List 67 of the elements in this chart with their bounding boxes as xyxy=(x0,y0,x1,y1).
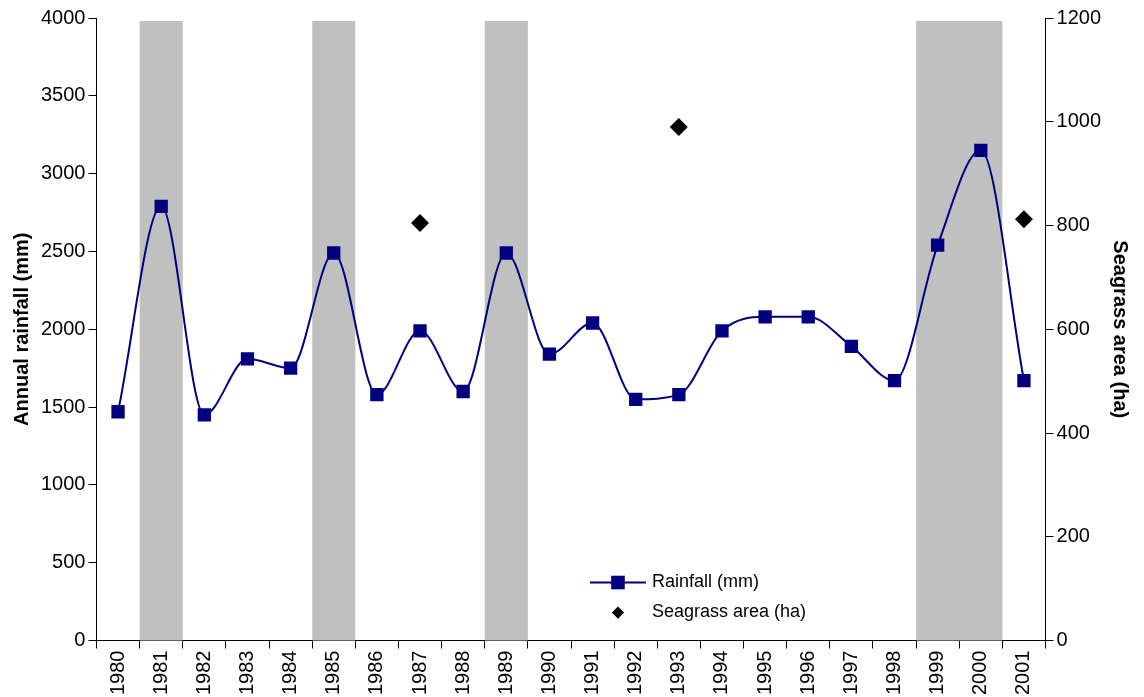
x-tick-label: 1980 xyxy=(105,650,128,696)
point xyxy=(370,387,384,402)
point xyxy=(499,246,513,260)
point xyxy=(283,361,298,375)
point xyxy=(669,117,688,136)
point xyxy=(585,316,600,330)
x-tick-label: 1993 xyxy=(666,650,689,696)
y-tick-label: 2500 xyxy=(40,238,86,261)
x-tick-label: 1996 xyxy=(795,650,818,696)
y-tick-label: 3500 xyxy=(40,83,86,106)
x-tick-label: 1991 xyxy=(580,650,603,696)
point xyxy=(1017,373,1031,388)
x-tick-label: 1986 xyxy=(364,650,387,696)
y-tick-label: 0 xyxy=(74,628,86,651)
y2-tick-label: 600 xyxy=(1056,316,1090,339)
x-tick-label: 1989 xyxy=(493,650,516,696)
point xyxy=(801,310,815,324)
x-tick-label: 1988 xyxy=(450,650,473,696)
y2-tick-label: 800 xyxy=(1056,213,1090,236)
y-tick-label: 4000 xyxy=(40,5,86,28)
y2-tick-label: 400 xyxy=(1056,420,1090,443)
legend-label: Seagrass area (ha) xyxy=(651,601,807,622)
y-axis-title: Annual rainfall (mm) xyxy=(9,232,32,426)
point xyxy=(931,238,945,252)
point xyxy=(111,405,125,419)
x-tick-label: 1992 xyxy=(623,650,646,696)
y2-tick-label: 200 xyxy=(1056,524,1090,547)
x-tick-label: 1985 xyxy=(321,650,344,696)
x-tick-label: 1983 xyxy=(234,650,257,696)
point xyxy=(758,310,772,324)
point xyxy=(542,347,557,361)
point xyxy=(413,324,427,338)
point xyxy=(672,387,686,402)
point xyxy=(715,324,729,338)
point xyxy=(240,352,255,366)
x-tick-label: 1995 xyxy=(752,650,775,696)
legend-label: Rainfall (mm) xyxy=(651,571,759,592)
x-tick-label: 1987 xyxy=(407,650,430,696)
x-tick-label: 1999 xyxy=(925,650,948,696)
y2-tick-label: 0 xyxy=(1056,628,1068,651)
point xyxy=(629,392,643,406)
point xyxy=(411,213,430,232)
point xyxy=(1014,210,1033,229)
x-tick-label: 2000 xyxy=(968,650,991,696)
x-tick-label: 1984 xyxy=(278,650,301,696)
x-tick-label: 1982 xyxy=(191,650,214,696)
point xyxy=(456,384,470,399)
point xyxy=(197,408,211,422)
y-tick-label: 1000 xyxy=(40,472,86,495)
x-tick-label: 1997 xyxy=(838,650,861,696)
point xyxy=(154,199,168,213)
x-tick-label: 1998 xyxy=(882,650,905,696)
y2-tick-label: 1000 xyxy=(1056,109,1102,132)
x-tick-label: 1981 xyxy=(148,650,171,696)
x-tick-label: 1994 xyxy=(709,650,732,696)
point xyxy=(974,143,988,157)
y-tick-label: 1500 xyxy=(40,394,86,417)
point xyxy=(844,339,859,354)
y2-tick-label: 1200 xyxy=(1056,5,1102,28)
point xyxy=(887,373,902,388)
x-tick-label: 1990 xyxy=(536,650,559,696)
point xyxy=(327,246,341,260)
y-tick-label: 3000 xyxy=(40,161,86,184)
y2-axis-title: Seagrass area (ha) xyxy=(1110,240,1133,419)
y-tick-label: 500 xyxy=(52,550,86,573)
y-tick-label: 2000 xyxy=(40,316,86,339)
x-tick-label: 2001 xyxy=(1011,650,1034,696)
